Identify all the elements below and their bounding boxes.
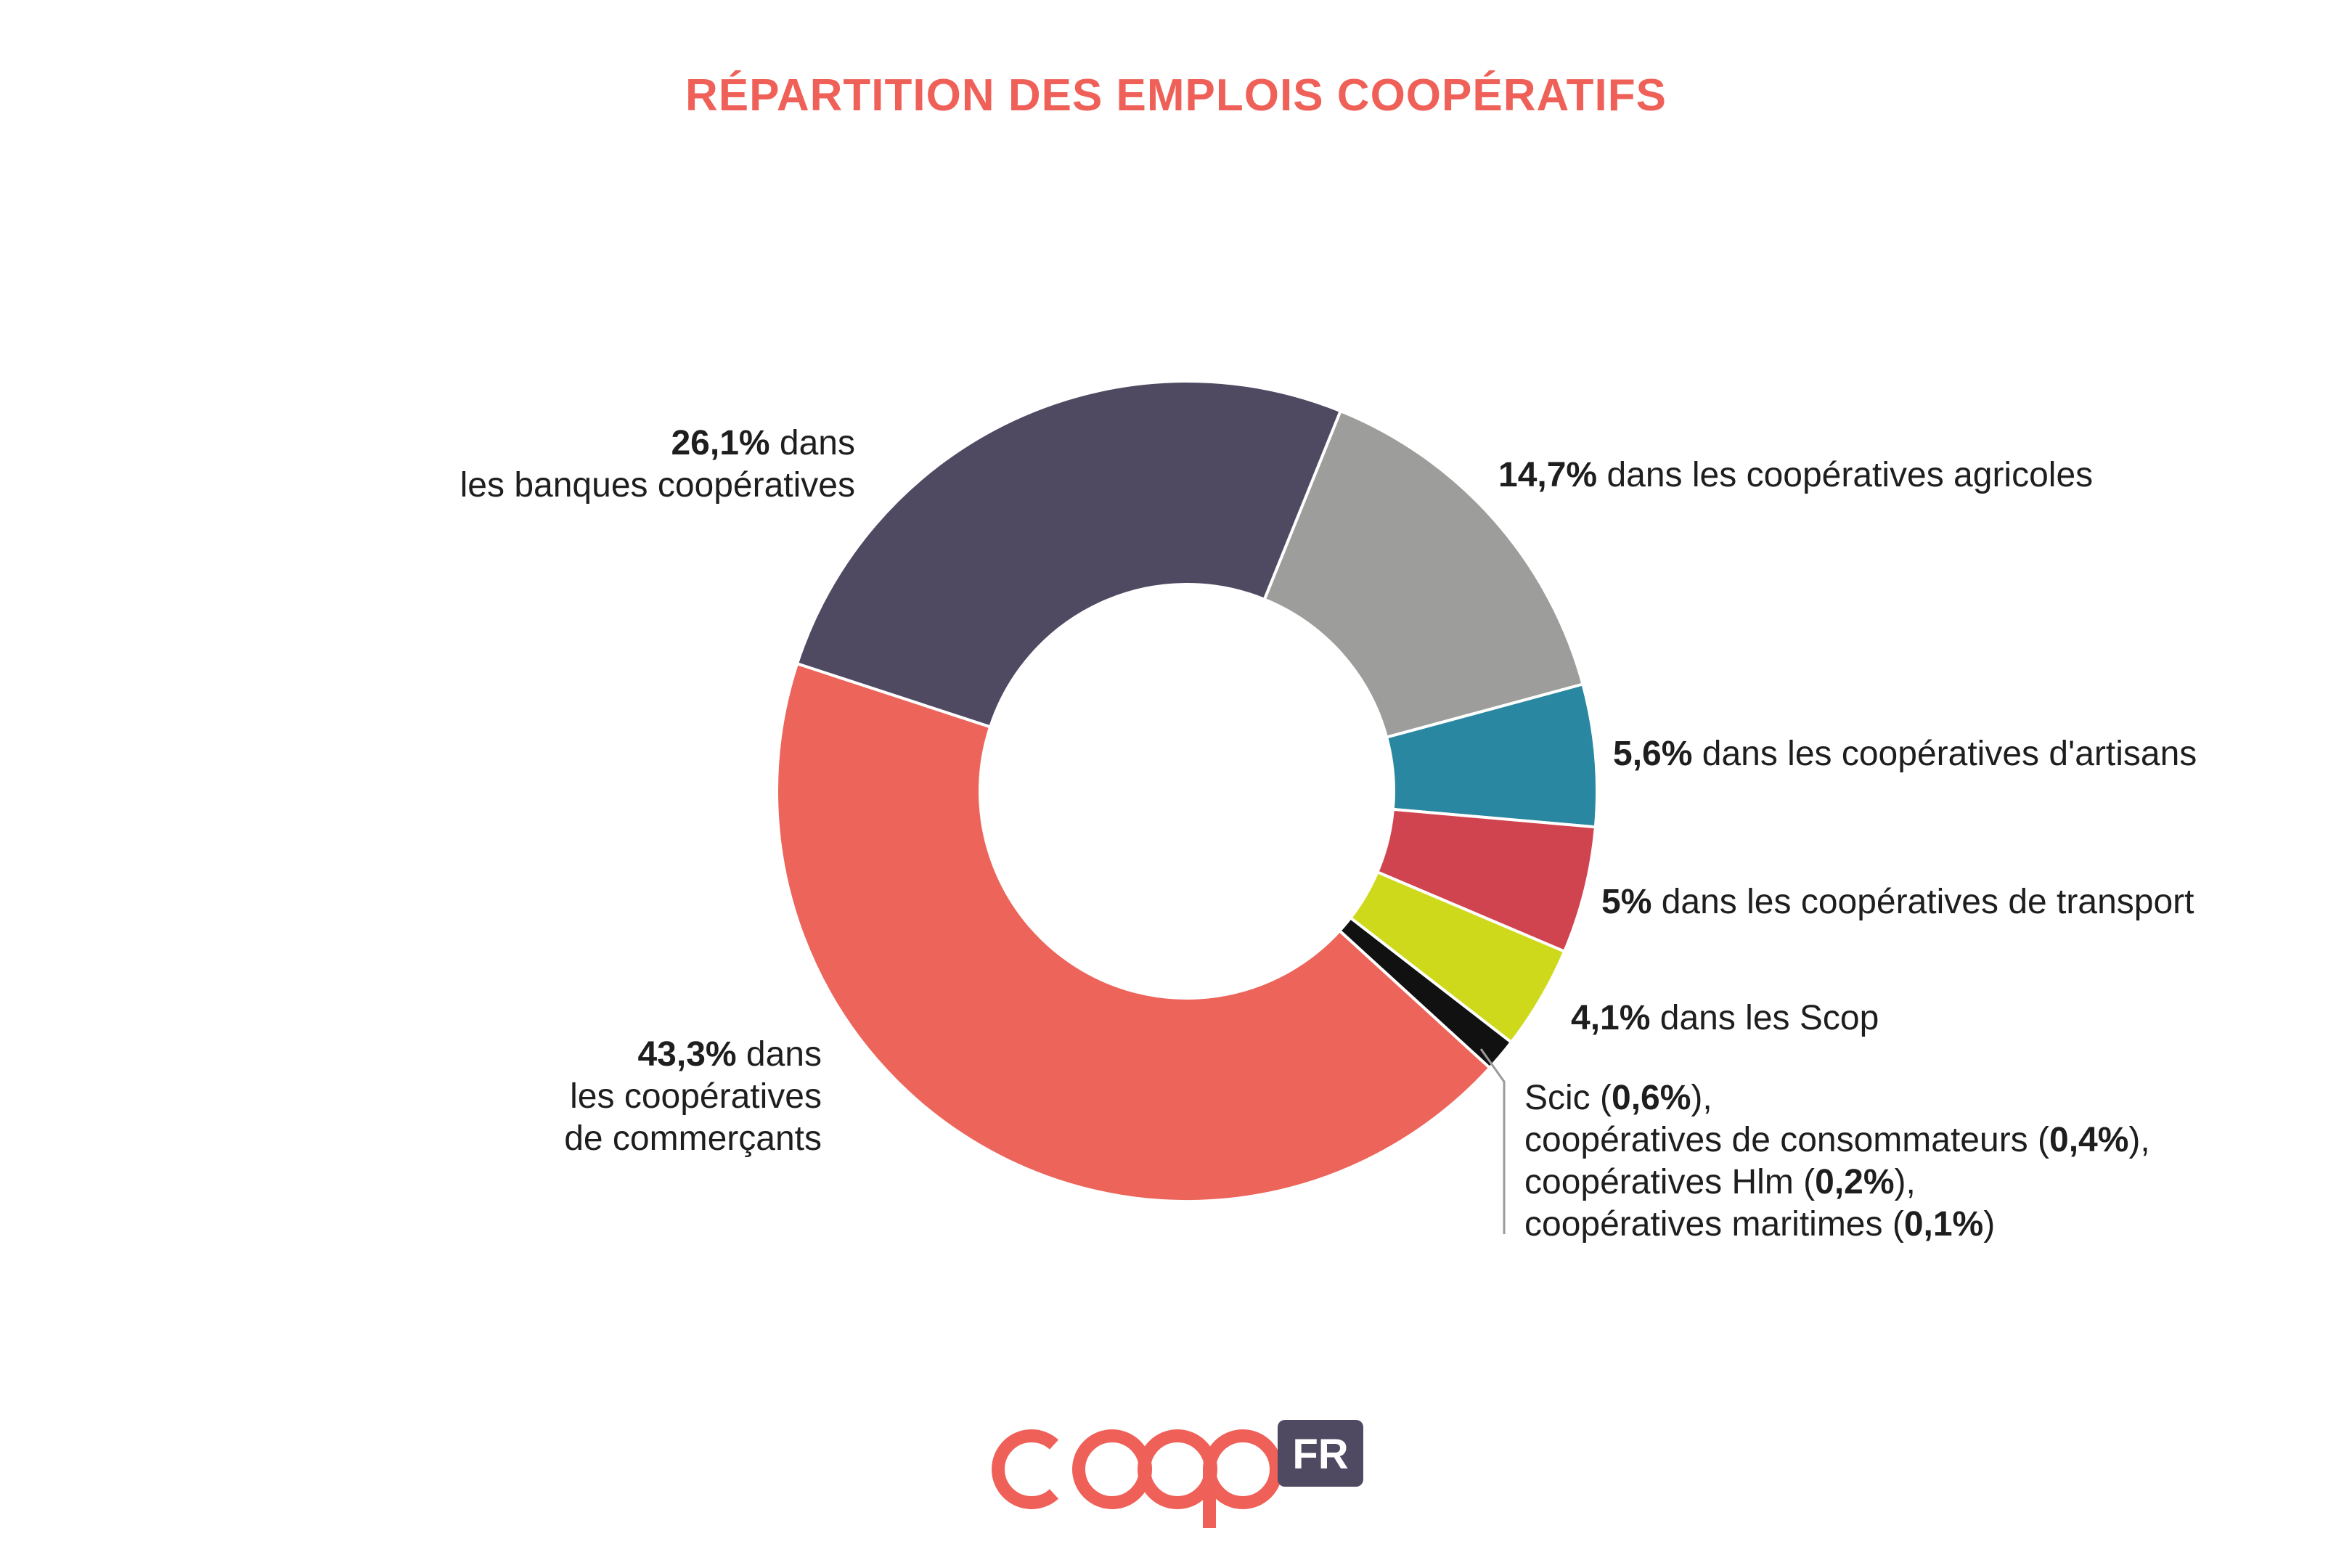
- label-scop: 4,1% dans les Scop: [1571, 999, 1879, 1037]
- donut-slice-5: [775, 661, 1492, 1203]
- donut-slice-6: [795, 380, 1343, 729]
- coop-fr-logo: FR: [992, 1420, 1363, 1528]
- logo-badge: [1278, 1420, 1363, 1487]
- leader-line-others: [1479, 1048, 1506, 1234]
- chart-title: RÉPARTITION DES EMPLOIS COOPÉRATIFS: [685, 70, 1667, 121]
- donut-slices: [775, 380, 1598, 1203]
- logo-c: [992, 1429, 1059, 1509]
- others-line: Scic (0,6%),: [1524, 1079, 1712, 1117]
- others-line: coopératives Hlm (0,2%),: [1524, 1163, 1916, 1201]
- label-transport: 5% dans les coopératives de transport: [1601, 883, 2194, 921]
- label-commercants: 43,3% dans les coopératives de commerçan…: [564, 1035, 822, 1158]
- label-artisans: 5,6% dans les coopératives d'artisans: [1613, 735, 2197, 773]
- donut-slice-0: [1262, 409, 1585, 740]
- label-banques: 26,1% dans les banques coopératives: [460, 424, 855, 505]
- logo-badge-text: FR: [1292, 1431, 1348, 1478]
- label-others: Scic (0,6%), coopératives de consommateu…: [1524, 1077, 2150, 1246]
- others-line: coopératives de consommateurs (0,4%),: [1524, 1121, 2150, 1159]
- others-line: coopératives maritimes (0,1%): [1524, 1205, 1996, 1244]
- logo-o1: [1072, 1429, 1152, 1509]
- logo-p-bowl: [1203, 1429, 1283, 1509]
- label-agricoles: 14,7% dans les coopératives agricoles: [1498, 456, 2094, 494]
- logo-o2: [1138, 1429, 1217, 1509]
